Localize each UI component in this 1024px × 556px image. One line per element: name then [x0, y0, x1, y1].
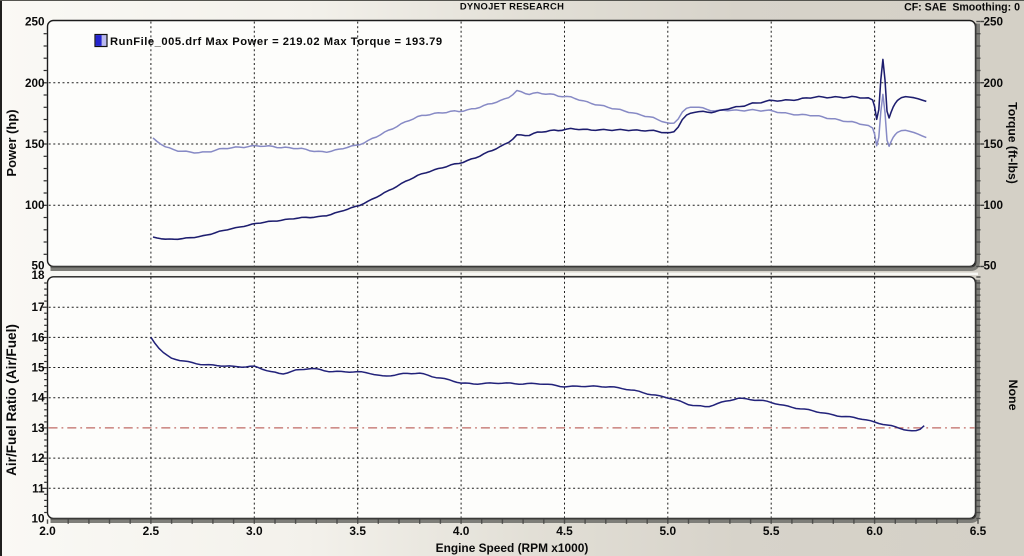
svg-text:5.0: 5.0 [660, 524, 677, 538]
svg-text:100: 100 [984, 199, 1004, 212]
svg-text:14: 14 [31, 392, 45, 405]
svg-text:13: 13 [31, 422, 45, 435]
svg-text:3.0: 3.0 [246, 524, 263, 538]
svg-text:12: 12 [31, 452, 45, 465]
svg-text:50: 50 [984, 260, 998, 273]
svg-text:250: 250 [25, 16, 45, 29]
svg-text:DYNOJET RESEARCH: DYNOJET RESEARCH [460, 1, 564, 12]
svg-text:100: 100 [25, 199, 45, 212]
svg-text:4.5: 4.5 [556, 524, 573, 538]
svg-text:200: 200 [25, 77, 45, 90]
svg-text:18: 18 [31, 269, 45, 282]
svg-text:150: 150 [25, 138, 45, 151]
svg-text:Air/Fuel Ratio (Air/Fuel): Air/Fuel Ratio (Air/Fuel) [4, 324, 19, 476]
svg-text:2.5: 2.5 [143, 524, 160, 538]
svg-text:250: 250 [984, 16, 1004, 29]
svg-text:5.5: 5.5 [763, 524, 780, 538]
svg-text:3.5: 3.5 [349, 524, 366, 538]
svg-text:150: 150 [984, 138, 1004, 151]
svg-text:16: 16 [31, 331, 45, 344]
svg-text:15: 15 [31, 362, 45, 375]
svg-text:Torque (ft-lbs): Torque (ft-lbs) [1006, 102, 1020, 184]
svg-text:11: 11 [32, 482, 45, 495]
svg-text:CF: SAE Smoothing: 0: CF: SAE Smoothing: 0 [904, 2, 1020, 14]
svg-text:6.5: 6.5 [970, 524, 987, 538]
svg-text:6.0: 6.0 [866, 524, 883, 538]
svg-text:Power (hp): Power (hp) [4, 109, 19, 176]
svg-text:RunFile_005.drf Max Power = 21: RunFile_005.drf Max Power = 219.02 Max T… [110, 36, 443, 48]
svg-text:17: 17 [31, 301, 44, 314]
svg-text:Engine Speed (RPM x1000): Engine Speed (RPM x1000) [436, 541, 589, 555]
svg-text:None: None [1006, 380, 1020, 411]
svg-text:4.0: 4.0 [453, 524, 470, 538]
svg-text:10: 10 [31, 513, 45, 526]
svg-text:200: 200 [984, 77, 1004, 90]
svg-text:2.0: 2.0 [39, 524, 56, 538]
svg-text:50: 50 [31, 260, 45, 273]
